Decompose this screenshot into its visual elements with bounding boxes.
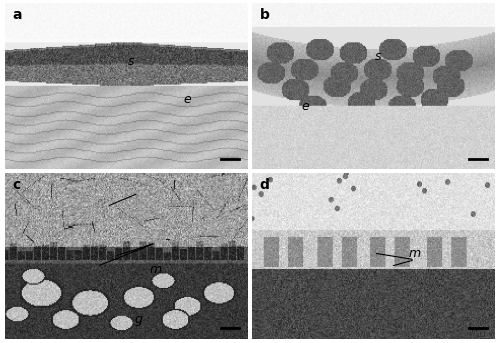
Text: g: g xyxy=(134,313,142,326)
Text: s: s xyxy=(128,55,134,68)
Text: a: a xyxy=(12,9,22,22)
Text: m: m xyxy=(409,247,421,260)
Text: c: c xyxy=(12,178,20,192)
Text: b: b xyxy=(260,9,270,22)
Text: e: e xyxy=(183,93,191,106)
Text: m: m xyxy=(150,263,162,276)
Text: s: s xyxy=(376,50,382,63)
Text: d: d xyxy=(260,178,270,192)
Text: e: e xyxy=(302,100,310,113)
